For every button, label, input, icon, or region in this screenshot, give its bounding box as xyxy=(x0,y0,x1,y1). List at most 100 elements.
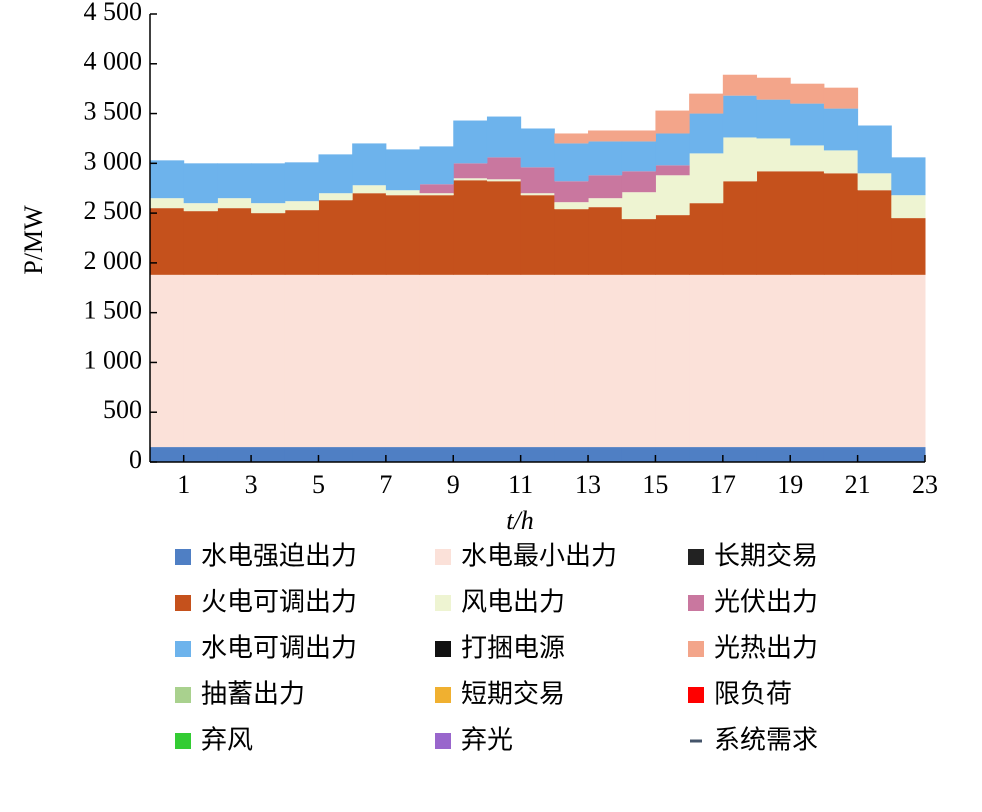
area-segment xyxy=(352,193,387,275)
area-segment xyxy=(722,137,758,182)
area-segment xyxy=(453,120,488,164)
legend-label: 抽蓄出力 xyxy=(201,680,305,710)
area-segment xyxy=(284,447,319,462)
area-segment xyxy=(419,447,454,462)
area-segment xyxy=(486,179,522,182)
area-segment xyxy=(689,113,724,154)
legend-swatch xyxy=(175,687,191,703)
area-segment xyxy=(823,274,859,448)
area-segment xyxy=(891,218,926,275)
area-segment xyxy=(891,195,926,219)
y-axis-title: P/MW xyxy=(19,205,48,275)
area-segment xyxy=(150,160,185,199)
area-segment xyxy=(790,145,825,172)
area-segment xyxy=(655,165,690,176)
area-segment xyxy=(318,274,353,448)
area-segment xyxy=(756,99,791,139)
area-segment xyxy=(419,193,454,196)
area-segment xyxy=(857,125,892,174)
area-segment xyxy=(722,274,758,448)
area-segment xyxy=(823,87,859,109)
legend-swatch xyxy=(435,595,451,611)
y-tick-label: 3 000 xyxy=(84,146,143,175)
area-segment xyxy=(588,130,623,142)
area-segment xyxy=(857,173,892,191)
area-segment xyxy=(823,108,859,151)
area-segment xyxy=(588,175,623,199)
area-segment xyxy=(318,154,353,194)
area-segment xyxy=(520,193,555,196)
legend-label: 光伏出力 xyxy=(714,588,818,618)
legend-swatch xyxy=(435,733,451,749)
legend-label: 短期交易 xyxy=(461,680,565,710)
legend-label: 水电最小出力 xyxy=(461,542,617,572)
legend-swatch xyxy=(435,549,451,565)
legend-label: 弃光 xyxy=(461,726,513,756)
area-segment xyxy=(520,447,555,462)
area-segment xyxy=(891,157,926,196)
area-segment xyxy=(352,274,387,448)
legend-swatch xyxy=(175,595,191,611)
area-segment xyxy=(554,181,589,203)
area-segment xyxy=(352,143,387,186)
area-segment xyxy=(318,447,353,462)
legend-swatch xyxy=(688,595,704,611)
area-segment xyxy=(284,201,319,211)
area-segment xyxy=(756,77,791,100)
y-tick-label: 1 500 xyxy=(84,296,143,325)
legend-swatch xyxy=(688,641,704,657)
area-segment xyxy=(588,198,623,208)
legend-label: 系统需求 xyxy=(714,726,818,756)
area-segment xyxy=(722,74,758,96)
area-segment xyxy=(891,274,926,448)
area-segment xyxy=(621,141,656,172)
area-segment xyxy=(689,153,724,204)
area-segment xyxy=(621,171,656,193)
area-segment xyxy=(588,141,623,176)
area-segment xyxy=(520,274,555,448)
area-segment xyxy=(790,274,825,448)
area-segment xyxy=(520,128,555,168)
area-segment xyxy=(554,447,589,462)
x-tick-label: 3 xyxy=(245,470,258,499)
area-segment xyxy=(621,130,656,142)
area-segment xyxy=(621,447,656,462)
legend-label: 火电可调出力 xyxy=(201,588,357,618)
x-tick-label: 11 xyxy=(508,470,533,499)
x-tick-label: 23 xyxy=(912,470,938,499)
x-tick-label: 5 xyxy=(312,470,325,499)
legend-swatch xyxy=(175,641,191,657)
area-segment xyxy=(217,274,252,448)
area-segment xyxy=(689,93,724,114)
legend-swatch xyxy=(435,641,451,657)
area-segment xyxy=(588,207,623,275)
area-segment xyxy=(318,193,353,201)
area-segment xyxy=(554,274,589,448)
area-segment xyxy=(183,447,218,462)
area-segment xyxy=(857,447,892,462)
area-segment xyxy=(486,447,522,462)
area-segment xyxy=(790,447,825,462)
legend-label: 限负荷 xyxy=(714,680,792,710)
area-segment xyxy=(722,447,758,462)
area-segment xyxy=(352,185,387,194)
y-tick-label: 500 xyxy=(103,395,142,424)
area-segment xyxy=(385,149,421,191)
area-segment xyxy=(217,198,252,209)
area-segment xyxy=(520,195,555,275)
area-segment xyxy=(756,447,791,462)
area-segment xyxy=(217,208,252,275)
x-tick-label: 13 xyxy=(575,470,601,499)
area-segment xyxy=(621,192,656,220)
area-segment xyxy=(453,274,488,448)
area-segment xyxy=(183,274,218,448)
area-segment xyxy=(419,146,454,185)
legend-swatch xyxy=(690,739,702,743)
x-tick-label: 21 xyxy=(845,470,871,499)
area-segment xyxy=(150,208,185,275)
y-tick-label: 2 500 xyxy=(84,196,143,225)
area-segment xyxy=(857,190,892,275)
area-segment xyxy=(655,447,690,462)
legend-label: 水电强迫出力 xyxy=(201,542,357,572)
